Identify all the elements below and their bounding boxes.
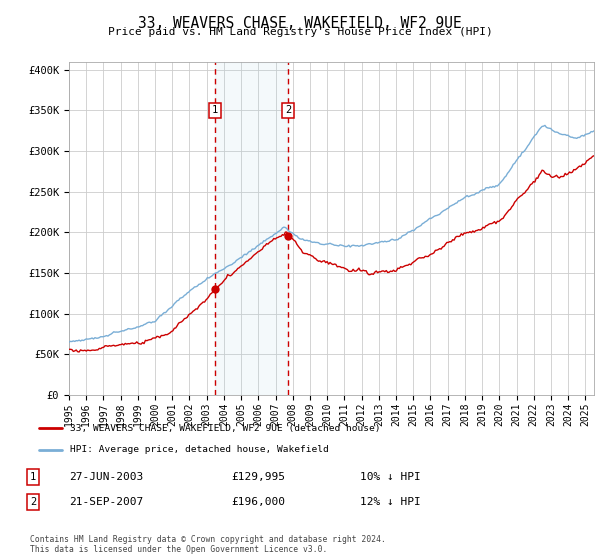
Text: 1: 1 xyxy=(30,472,36,482)
Text: 2: 2 xyxy=(285,105,291,115)
Text: 33, WEAVERS CHASE, WAKEFIELD, WF2 9UE: 33, WEAVERS CHASE, WAKEFIELD, WF2 9UE xyxy=(138,16,462,31)
Text: 10% ↓ HPI: 10% ↓ HPI xyxy=(360,472,421,482)
Text: 21-SEP-2007: 21-SEP-2007 xyxy=(69,497,143,507)
Text: 33, WEAVERS CHASE, WAKEFIELD, WF2 9UE (detached house): 33, WEAVERS CHASE, WAKEFIELD, WF2 9UE (d… xyxy=(71,424,381,433)
Text: 12% ↓ HPI: 12% ↓ HPI xyxy=(360,497,421,507)
Text: Contains HM Land Registry data © Crown copyright and database right 2024.
This d: Contains HM Land Registry data © Crown c… xyxy=(30,535,386,554)
Text: 2: 2 xyxy=(30,497,36,507)
Text: £196,000: £196,000 xyxy=(231,497,285,507)
Text: 27-JUN-2003: 27-JUN-2003 xyxy=(69,472,143,482)
Text: HPI: Average price, detached house, Wakefield: HPI: Average price, detached house, Wake… xyxy=(71,445,329,454)
Text: £129,995: £129,995 xyxy=(231,472,285,482)
Text: Price paid vs. HM Land Registry's House Price Index (HPI): Price paid vs. HM Land Registry's House … xyxy=(107,27,493,37)
Text: 1: 1 xyxy=(212,105,218,115)
Bar xyxy=(215,62,288,395)
